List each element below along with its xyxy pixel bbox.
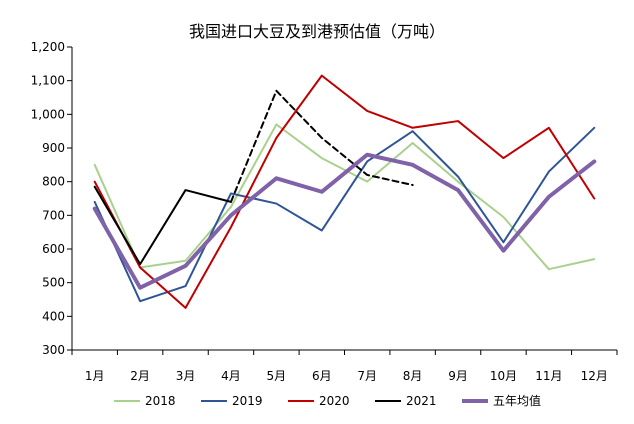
y-tick-label: 1,100 bbox=[31, 74, 65, 88]
y-tick-label: 1,000 bbox=[31, 107, 65, 121]
x-tick-label: 1月 bbox=[85, 369, 105, 383]
chart-title: 我国进口大豆及到港预估值（万吨） bbox=[189, 22, 445, 41]
series-line-forecast bbox=[229, 89, 414, 203]
x-tick-label: 5月 bbox=[267, 369, 287, 383]
y-tick-label: 700 bbox=[42, 208, 65, 222]
y-tick-label: 900 bbox=[42, 141, 65, 155]
series-2019 bbox=[93, 126, 596, 303]
legend-item: 2019 bbox=[201, 394, 263, 408]
x-tick-label: 12月 bbox=[581, 369, 608, 383]
y-tick-label: 1,200 bbox=[31, 40, 65, 54]
x-tick-label: 7月 bbox=[357, 369, 377, 383]
x-tick-label: 9月 bbox=[448, 369, 468, 383]
series-line-actual bbox=[93, 185, 232, 266]
legend-item: 2018 bbox=[114, 394, 176, 408]
series-五年均值 bbox=[92, 152, 597, 290]
series-line bbox=[92, 152, 597, 290]
legend-label: 2018 bbox=[145, 394, 176, 408]
series-2020 bbox=[93, 74, 596, 309]
legend-item: 五年均值 bbox=[462, 393, 541, 408]
series-line bbox=[93, 74, 596, 309]
axes: 300 400 500 600 700 800 900 1,000 1,100 1,200 1月 2月… bbox=[31, 40, 618, 383]
legend-label: 2019 bbox=[232, 394, 263, 408]
y-tick-label: 600 bbox=[42, 242, 65, 256]
y-tick-label: 500 bbox=[42, 276, 65, 290]
x-tick-label: 11月 bbox=[535, 369, 562, 383]
legend-label: 2020 bbox=[319, 394, 350, 408]
y-tick-label: 800 bbox=[42, 175, 65, 189]
legend-item: 2020 bbox=[288, 394, 350, 408]
series-2018 bbox=[93, 123, 596, 271]
x-tick-label: 4月 bbox=[221, 369, 241, 383]
legend-label: 五年均值 bbox=[493, 393, 541, 408]
legend-label: 2021 bbox=[406, 394, 437, 408]
series-line bbox=[93, 123, 596, 271]
legend-item: 2021 bbox=[375, 394, 437, 408]
series-2021 bbox=[93, 89, 414, 266]
y-tick-label: 300 bbox=[42, 343, 65, 357]
x-tick-label: 8月 bbox=[403, 369, 423, 383]
series-line bbox=[93, 126, 596, 303]
x-tick-label: 10月 bbox=[490, 369, 517, 383]
legend: 2018 2019 2020 2021 五年均值 bbox=[114, 393, 541, 408]
x-tick-label: 3月 bbox=[176, 369, 196, 383]
x-tick-label: 6月 bbox=[312, 369, 332, 383]
x-tick-label: 2月 bbox=[130, 369, 150, 383]
series-layer bbox=[92, 74, 597, 309]
y-tick-label: 400 bbox=[42, 309, 65, 323]
